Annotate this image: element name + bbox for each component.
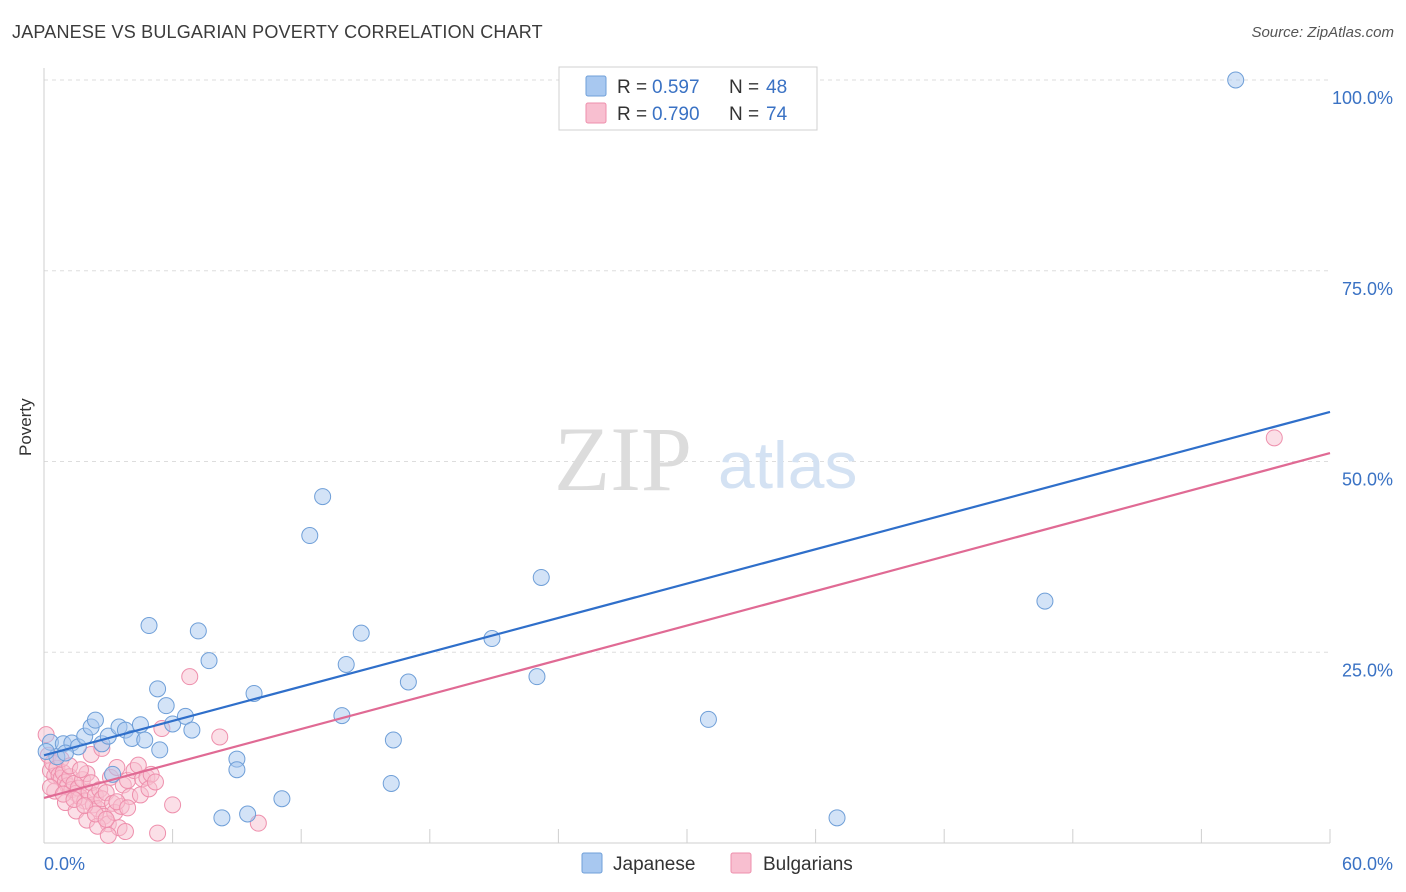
japanese-point: [213, 809, 231, 827]
japanese-point: [183, 721, 201, 739]
japanese-point: [828, 809, 846, 827]
bulgarian-point: [119, 799, 137, 817]
bulgarian-trend-line: [43, 452, 1331, 800]
legend-swatch-bulgarians: [730, 852, 752, 874]
bulgarian-point: [71, 761, 89, 779]
r-label-bulgarian: R =: [617, 104, 647, 125]
watermark: ZIP atlas: [554, 408, 857, 510]
japanese-point: [699, 710, 717, 728]
n-value-bulgarian: 74: [766, 104, 788, 125]
japanese-point: [149, 680, 167, 698]
japanese-point: [314, 488, 332, 506]
japanese-point: [1227, 71, 1245, 89]
japanese-point: [140, 617, 158, 635]
y-tick-label: 100.0%: [1332, 88, 1393, 108]
legend-label-bulgarians: Bulgarians: [763, 854, 853, 875]
japanese-point: [37, 742, 55, 760]
japanese-point: [384, 731, 402, 749]
n-label-japanese: N =: [729, 77, 759, 98]
japanese-point: [382, 774, 400, 792]
legend-label-japanese: Japanese: [613, 854, 695, 875]
r-value-japanese: 0.597: [652, 77, 700, 98]
axes: [43, 68, 1331, 844]
y-tick-label: 75.0%: [1342, 279, 1393, 299]
bulgarian-point: [164, 796, 182, 814]
watermark-atlas: atlas: [718, 428, 857, 502]
y-tick-label: 25.0%: [1342, 660, 1393, 680]
chart-title: JAPANESE VS BULGARIAN POVERTY CORRELATIO…: [12, 22, 543, 42]
bulgarian-point: [97, 810, 115, 828]
japanese-point: [136, 731, 154, 749]
data-points: [37, 71, 1283, 844]
bulgarian-point: [149, 824, 167, 842]
bulgarian-point: [1265, 429, 1283, 447]
bulgarian-point: [211, 728, 229, 746]
japanese-swatch: [585, 75, 607, 97]
bulgarian-swatch: [585, 102, 607, 124]
japanese-point: [86, 711, 104, 729]
japanese-point: [528, 668, 546, 686]
y-tick-label: 50.0%: [1342, 470, 1393, 490]
japanese-point: [483, 630, 501, 648]
trend-lines: [43, 410, 1331, 800]
series-legend: Japanese Bulgarians: [581, 852, 853, 875]
legend-swatch-japanese: [581, 852, 603, 874]
japanese-point: [151, 741, 169, 759]
bulgarian-point: [181, 668, 199, 686]
tick-labels: 25.0% 50.0% 75.0% 100.0% 0.0% 60.0%: [44, 88, 1393, 874]
bulgarian-point: [116, 823, 134, 841]
r-value-bulgarian: 0.790: [652, 104, 700, 125]
japanese-point: [352, 624, 370, 642]
bulgarian-point: [146, 773, 164, 791]
japanese-point: [301, 527, 319, 545]
x-tick-label: 60.0%: [1342, 854, 1393, 874]
stats-legend: R = 0.597 N = 48 R = 0.790 N = 74: [558, 66, 818, 131]
x-tick-label: 0.0%: [44, 854, 85, 874]
japanese-trend-line: [43, 410, 1331, 757]
japanese-point: [189, 622, 207, 640]
japanese-point: [239, 805, 257, 823]
japanese-point: [1036, 592, 1054, 610]
r-label-japanese: R =: [617, 77, 647, 98]
japanese-point: [337, 655, 355, 673]
japanese-point: [200, 652, 218, 670]
japanese-point: [532, 568, 550, 586]
japanese-point: [157, 697, 175, 715]
watermark-zip: ZIP: [554, 408, 692, 510]
grid: [44, 79, 1330, 653]
n-value-japanese: 48: [766, 77, 787, 98]
bulgarian-point: [99, 826, 117, 844]
japanese-point: [228, 761, 246, 779]
source-label: Source: ZipAtlas.com: [1251, 24, 1394, 41]
japanese-point: [273, 790, 291, 808]
japanese-point: [399, 673, 417, 691]
n-label-bulgarian: N =: [729, 104, 759, 125]
